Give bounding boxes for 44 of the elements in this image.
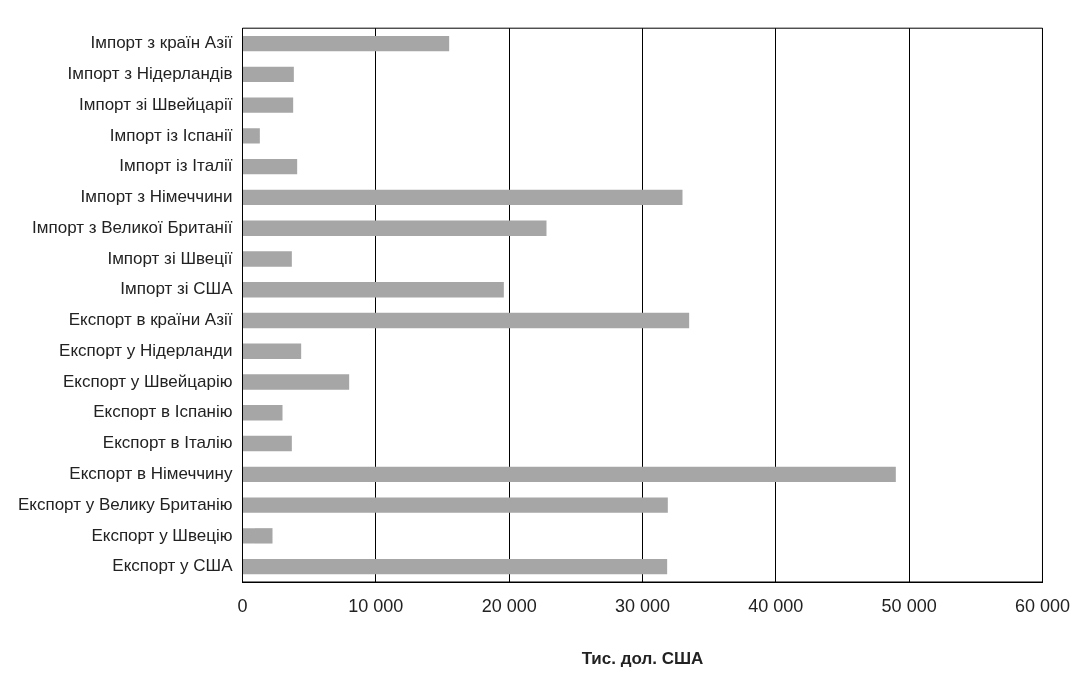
y-tick-label: Імпорт із Італії	[119, 156, 233, 176]
y-tick-label: Експорт в Іспанію	[93, 402, 233, 422]
x-tick-label: 30 000	[614, 595, 671, 616]
bar	[243, 343, 302, 359]
bar	[243, 405, 283, 421]
bar	[243, 66, 294, 83]
y-tick-label: Імпорт з країн Азії	[90, 33, 233, 53]
y-tick-label: Експорт у Швецію	[91, 525, 233, 545]
y-tick-label: Імпорт з Німеччини	[80, 187, 233, 207]
y-tick-label: Експорт у США	[112, 556, 234, 576]
bar	[243, 374, 350, 390]
y-tick-label: Імпорт зі США	[120, 279, 234, 299]
x-tick-label: 10 000	[348, 595, 404, 616]
bar	[243, 312, 690, 329]
x-tick-label: 60 000	[1014, 595, 1070, 616]
y-tick-label: Експорт в країни Азії	[68, 310, 233, 330]
bar	[243, 128, 260, 144]
y-tick-label: Імпорт з Великої Британії	[32, 217, 233, 237]
bar	[243, 158, 298, 175]
y-tick-label: Експорт у Швейцарію	[63, 371, 233, 391]
bar	[243, 558, 668, 575]
x-tick-label: 0	[237, 595, 248, 616]
y-tick-label: Експорт у Велику Британію	[17, 494, 233, 514]
bar	[243, 528, 273, 544]
bar	[243, 251, 292, 267]
y-tick-label: Експорт в Німеччину	[69, 464, 234, 483]
x-tick-label: 50 000	[881, 595, 937, 616]
bar	[243, 189, 683, 206]
y-tick-label: Експорт в Італію	[102, 433, 233, 453]
bar	[243, 282, 504, 298]
y-tick-label: Експорт у Нідерланди	[59, 340, 233, 360]
y-tick-label: Імпорт із Іспанії	[109, 125, 233, 145]
bar	[243, 97, 294, 113]
y-tick-label: Імпорт з Нідерландів	[67, 64, 233, 84]
y-tick-label: Імпорт зі Швейцарії	[79, 94, 233, 114]
x-axis-title: Тис. дол. США	[581, 649, 704, 669]
bar	[243, 435, 292, 452]
bar	[243, 497, 668, 513]
x-tick-label: 40 000	[748, 595, 804, 616]
y-tick-label: Імпорт зі Швеції	[107, 248, 233, 268]
bar	[243, 35, 450, 52]
bar	[243, 466, 896, 483]
bar	[243, 220, 547, 236]
x-tick-label: 20 000	[481, 595, 537, 616]
